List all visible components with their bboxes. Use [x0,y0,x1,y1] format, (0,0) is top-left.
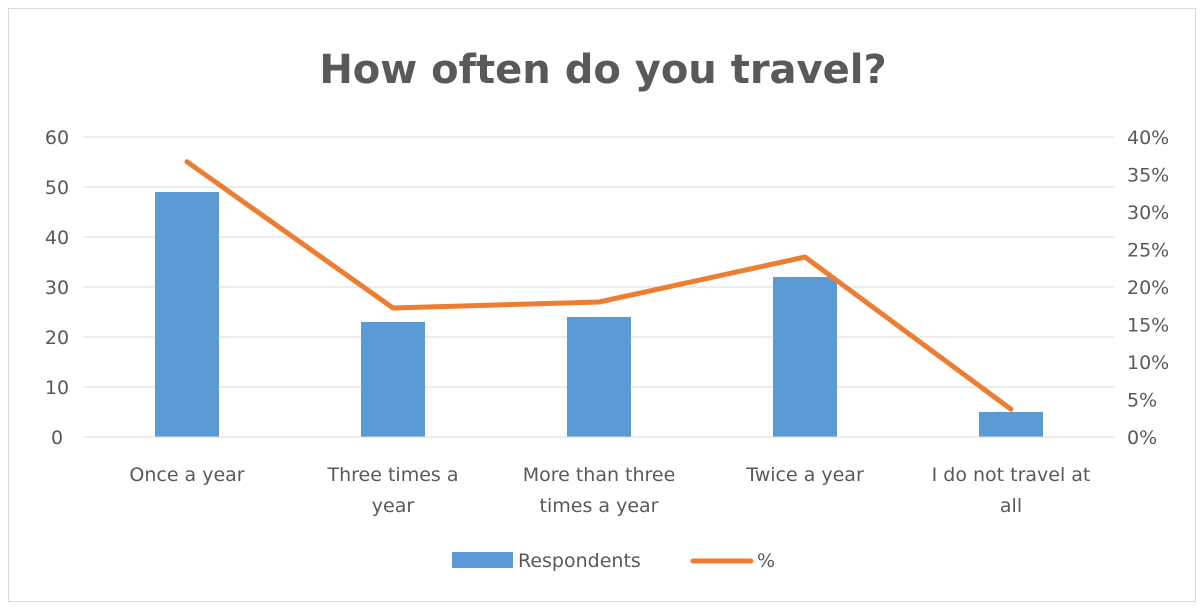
category-label: More than three times a year [523,464,676,517]
bar-series [155,192,1043,437]
category-label-line: year [372,495,415,517]
right-tick-label: 15% [1127,315,1169,337]
right-tick-label: 5% [1127,390,1157,412]
bar [567,317,631,437]
left-tick-label: 10 [45,377,69,399]
right-axis: 0% 5% 10% 15% 20% 25% 30% 35% 40% [1127,127,1169,449]
legend: Respondents% [452,550,775,572]
right-tick-label: 30% [1127,202,1169,224]
right-tick-label: 35% [1127,165,1169,187]
legend-label-respondents: Respondents [518,550,641,572]
left-tick-label: 20 [45,327,69,349]
chart-frame: How often do you travel? 0 10 20 30 40 50 60 0… [8,8,1196,602]
chart-svg: How often do you travel? 0 10 20 30 40 50 60 0… [45,47,1169,572]
legend-swatch-respondents [452,552,513,568]
left-tick-label: 0 [51,427,63,449]
bar [361,322,425,437]
category-label-line: all [1000,495,1022,517]
bar [155,192,219,437]
category-label-line: Once a year [129,464,244,486]
bar [773,277,837,437]
category-label-line: Twice a year [745,464,864,486]
category-label-line: More than three [523,464,676,486]
category-label: Once a year [129,464,244,486]
right-tick-label: 40% [1127,127,1169,149]
left-tick-label: 30 [45,277,69,299]
left-tick-label: 60 [45,127,69,149]
category-axis: Once a year Three times a year More than th… [84,436,1114,517]
category-label-line: times a year [540,495,659,517]
right-tick-label: 25% [1127,240,1169,262]
category-label: I do not travel at all [932,464,1091,517]
left-tick-label: 50 [45,177,69,199]
right-tick-label: 20% [1127,277,1169,299]
category-label: Three times a year [327,464,459,517]
line-series [184,159,1014,412]
left-axis: 0 10 20 30 40 50 60 [45,127,69,449]
category-label-line: I do not travel at [932,464,1091,486]
category-label: Twice a year [745,464,864,486]
legend-label-percent: % [757,550,775,572]
chart-title: How often do you travel? [319,47,886,93]
right-tick-label: 10% [1127,352,1169,374]
right-tick-label: 0% [1127,427,1157,449]
category-label-line: Three times a [327,464,459,486]
bar [979,412,1043,437]
left-tick-label: 40 [45,227,69,249]
